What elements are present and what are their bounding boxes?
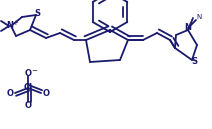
Text: S: S	[191, 58, 197, 67]
Text: Cl: Cl	[24, 83, 33, 92]
Text: N: N	[196, 14, 202, 20]
Text: +: +	[12, 20, 18, 26]
Text: S: S	[34, 9, 40, 18]
Text: N: N	[7, 22, 14, 30]
Text: O: O	[7, 88, 14, 98]
Text: −: −	[31, 68, 37, 74]
Text: O: O	[25, 100, 32, 110]
Text: O: O	[25, 68, 32, 78]
Text: O: O	[42, 88, 49, 98]
Text: N: N	[184, 23, 191, 33]
